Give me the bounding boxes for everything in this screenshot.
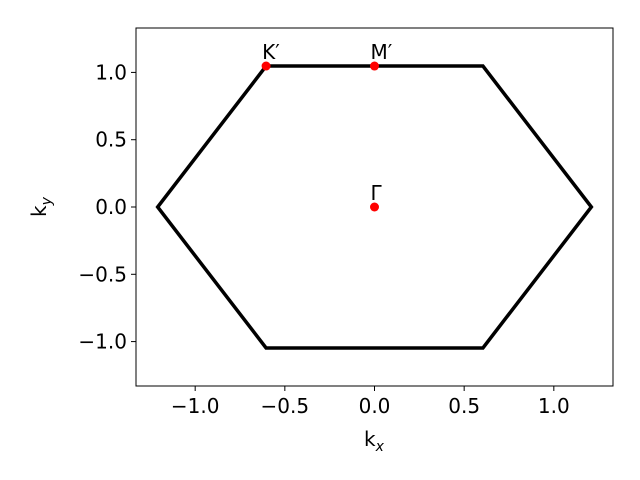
y-axis-label: ky xyxy=(27,196,55,217)
symmetry-point-label-2: Γ xyxy=(371,181,383,205)
axes-frame xyxy=(135,27,614,387)
x-tick-label: 1.0 xyxy=(538,394,570,418)
symmetry-point-1 xyxy=(370,61,379,71)
plot-area: K′ M′ Γ xyxy=(155,40,594,350)
symmetry-point-2 xyxy=(370,202,379,212)
y-axis-ticks: −1.0 −0.5 0.0 0.5 1.0 xyxy=(78,60,136,354)
x-tick-label: −0.5 xyxy=(261,394,310,418)
x-axis-label-base: k xyxy=(364,427,376,451)
y-tick-label: −1.0 xyxy=(78,330,127,354)
hexagon-boundary xyxy=(155,64,594,350)
x-tick-label: 0.0 xyxy=(359,394,391,418)
symmetry-point-label-1: M′ xyxy=(371,40,393,64)
x-axis-ticks: −1.0 −0.5 0.0 0.5 1.0 xyxy=(171,386,570,418)
x-tick-label: 0.5 xyxy=(448,394,480,418)
y-tick-label: 0.5 xyxy=(95,128,127,152)
symmetry-point-label-0: K′ xyxy=(262,40,280,64)
x-axis-label-subscript: x xyxy=(375,439,385,455)
y-tick-label: 1.0 xyxy=(95,60,127,84)
y-axis-label-base: k xyxy=(27,205,51,217)
symmetry-point-0 xyxy=(261,61,271,71)
y-tick-label: −0.5 xyxy=(78,262,127,286)
x-tick-label: −1.0 xyxy=(171,394,220,418)
x-axis-label: kx xyxy=(364,427,385,455)
y-axis-label-subscript: y xyxy=(39,196,55,206)
y-tick-label: 0.0 xyxy=(95,195,127,219)
